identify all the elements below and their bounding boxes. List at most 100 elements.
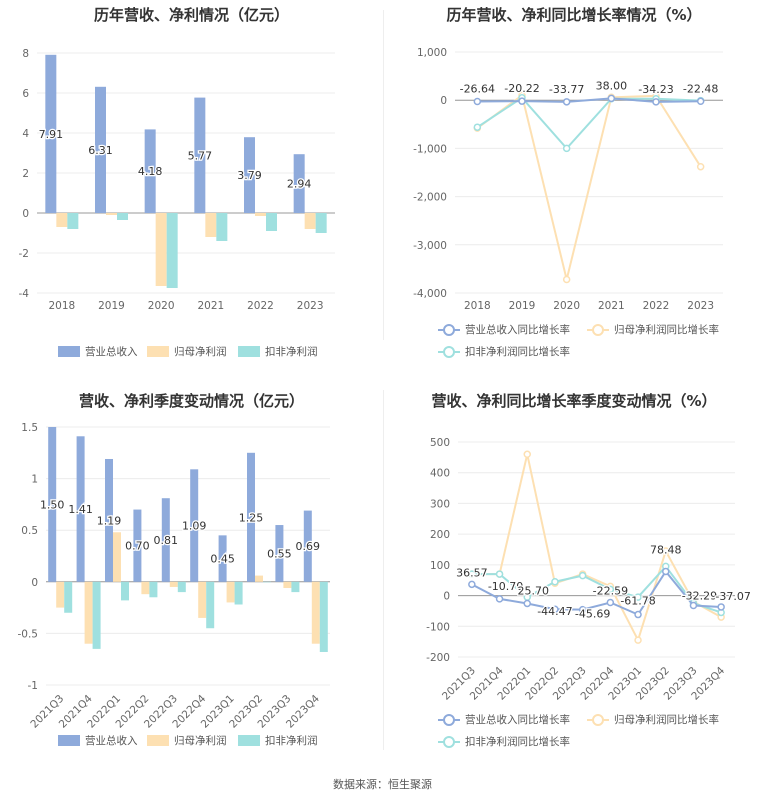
bar <box>226 581 235 603</box>
data-point <box>634 593 642 601</box>
bar <box>304 213 316 229</box>
bar <box>177 581 186 593</box>
bar <box>319 581 328 652</box>
legend-label: 营业总收入 <box>85 346 138 358</box>
bar <box>84 581 93 644</box>
legend-label: 扣非净利润 <box>265 346 318 358</box>
legend-item[interactable]: 归母净利润同比增长率 <box>587 322 719 337</box>
data-point <box>518 97 526 105</box>
data-point <box>717 603 725 611</box>
legend-item[interactable]: 营业总收入 <box>58 344 138 359</box>
bar <box>161 498 170 582</box>
bar <box>117 213 128 220</box>
data-label: 36.57 <box>456 566 488 579</box>
y-tick-label: 6 <box>22 88 29 100</box>
bar <box>218 535 227 582</box>
bar <box>149 581 158 598</box>
legend-swatch <box>58 346 80 357</box>
legend-item[interactable]: 营业总收入同比增长率 <box>438 712 570 727</box>
data-point <box>662 547 670 555</box>
series-line <box>471 454 722 643</box>
y-tick-label: 0 <box>22 208 29 220</box>
data-point <box>468 570 476 578</box>
series-line <box>476 96 701 150</box>
data-point <box>662 567 670 576</box>
legend-swatch <box>147 735 169 746</box>
y-tick-label: -4,000 <box>413 288 447 300</box>
legend-item[interactable]: 扣非净利润 <box>238 733 318 748</box>
bar <box>247 452 255 582</box>
y-tick-label: 400 <box>430 468 450 480</box>
legend-item[interactable]: 归母净利润 <box>147 344 227 359</box>
x-tick-label: 2021 <box>197 300 224 312</box>
series-line <box>477 97 701 103</box>
legend-item[interactable]: 归母净利润 <box>147 733 227 748</box>
bar <box>45 54 57 213</box>
legend-marker <box>438 323 460 336</box>
y-tick-label: 0 <box>31 577 38 589</box>
bar <box>293 154 305 213</box>
x-tick-label: 2018 <box>464 300 491 312</box>
bar <box>105 458 113 582</box>
y-tick-label: 1,000 <box>417 47 447 59</box>
y-tick-label: 500 <box>430 437 450 449</box>
data-label: 0.70 <box>125 540 150 553</box>
x-tick-label: 2018 <box>48 300 75 312</box>
data-label: 1.19 <box>97 514 122 527</box>
x-tick-label: 2022 <box>643 300 670 312</box>
legend-swatch <box>147 346 169 357</box>
data-label: 3.79 <box>237 169 262 182</box>
data-label: -10.70 <box>488 580 523 593</box>
bar <box>255 213 266 216</box>
chart-title: 营收、净利同比增长率季度变动情况（%） <box>431 392 717 410</box>
legend-item[interactable]: 归母净利润同比增长率 <box>587 712 719 727</box>
legend-item[interactable]: 营业总收入同比增长率 <box>438 322 570 337</box>
data-point <box>473 97 482 106</box>
bar <box>194 97 206 213</box>
legend-label: 扣非净利润 <box>265 735 318 747</box>
data-label: -20.22 <box>504 82 539 95</box>
legend-item[interactable]: 扣非净利润同比增长率 <box>438 344 570 359</box>
chart-title: 营收、净利季度变动情况（亿元） <box>78 392 304 410</box>
bar <box>205 213 217 237</box>
y-tick-label: 0 <box>440 95 447 107</box>
bar <box>216 213 228 241</box>
data-label: 2.94 <box>287 178 312 191</box>
x-tick-label: 2019 <box>98 300 125 312</box>
bar <box>56 213 68 227</box>
chart-plot: 5004003002001000-100-2002021Q32021Q42022… <box>426 437 752 703</box>
data-point <box>696 162 705 171</box>
bar <box>291 581 300 593</box>
bar <box>198 581 207 618</box>
data-label: -61.78 <box>620 595 655 608</box>
legend-item[interactable]: 扣非净利润 <box>238 344 318 359</box>
bar <box>234 581 243 605</box>
data-point <box>468 580 476 589</box>
data-point <box>562 275 571 284</box>
chart-plot: 1.510.50-0.5-12021Q32021Q42022Q12022Q220… <box>18 422 330 731</box>
y-tick-label: 2 <box>22 168 29 180</box>
data-label: -44.47 <box>537 605 572 618</box>
data-source-footer: 数据来源：恒生聚源 <box>333 778 432 791</box>
legend-item[interactable]: 营业总收入 <box>58 733 138 748</box>
quarterly-growth-rate-chart: 营收、净利同比增长率季度变动情况（%） 500 400 300 200 100 0 -100… <box>383 385 765 765</box>
legend-label: 归母净利润同比增长率 <box>614 324 719 336</box>
legend-label: 归母净利润 <box>174 735 227 747</box>
y-tick-label: 0.5 <box>21 525 38 537</box>
y-tick-label: -100 <box>426 621 450 633</box>
data-label: 0.69 <box>296 540 321 553</box>
y-tick-label: 1.5 <box>21 422 38 434</box>
data-label: -34.23 <box>638 83 673 96</box>
annual-growth-rate-chart: 历年营收、净利同比增长率情况（%） 1,000 0 -1,000 -2,000 -3,0… <box>383 0 765 370</box>
bar <box>315 213 327 233</box>
legend-item[interactable]: 扣非净利润同比增长率 <box>438 734 570 749</box>
bar <box>64 581 73 613</box>
legend-label: 归母净利润 <box>174 346 227 358</box>
y-tick-label: -4 <box>19 288 30 300</box>
data-label: 0.55 <box>267 547 292 560</box>
bar <box>92 581 101 649</box>
bar <box>113 532 121 582</box>
data-point <box>562 98 571 106</box>
data-point <box>562 144 571 153</box>
bar <box>206 581 215 629</box>
